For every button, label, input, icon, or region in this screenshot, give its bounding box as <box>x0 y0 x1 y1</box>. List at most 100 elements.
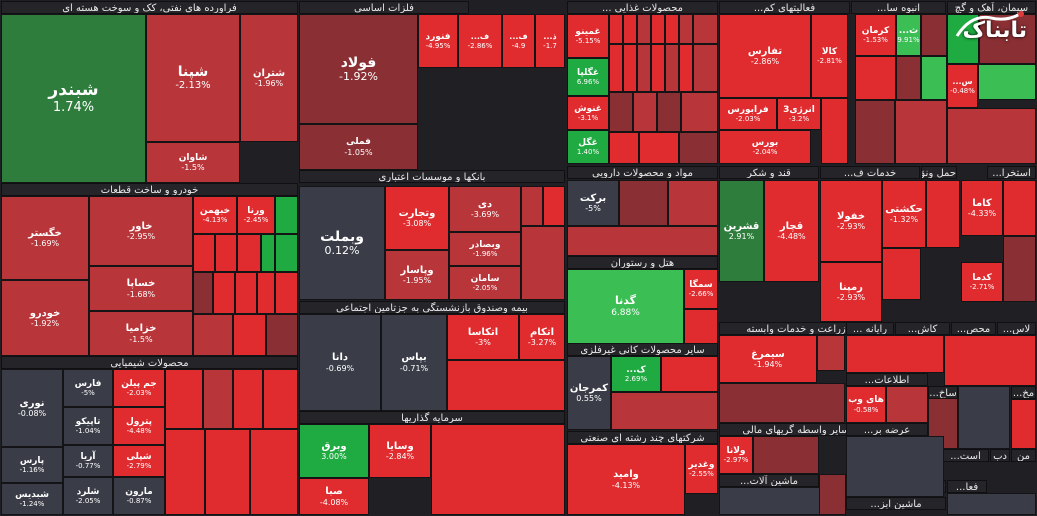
treemap-cell[interactable] <box>947 108 1036 164</box>
treemap-cell[interactable] <box>1011 399 1036 449</box>
treemap-cell[interactable] <box>237 234 261 272</box>
sector-header[interactable]: سیمان، آهک و گچ <box>947 1 1036 14</box>
stock-tile[interactable]: انرژی3 -3.2% <box>777 98 821 130</box>
treemap-cell[interactable] <box>623 44 637 92</box>
treemap-cell[interactable] <box>651 14 665 44</box>
sector-header[interactable]: فعا... <box>947 480 987 493</box>
stock-tile[interactable]: شلرد -2.05% <box>63 477 113 515</box>
stock-tile[interactable]: غنوش -3.1% <box>567 96 609 130</box>
treemap-cell[interactable] <box>693 14 718 44</box>
treemap-cell[interactable] <box>233 314 266 356</box>
stock-tile[interactable]: خفولا -2.93% <box>820 180 882 262</box>
sector-header[interactable]: محص... <box>951 322 996 335</box>
stock-tile[interactable]: وپاسار -1.95% <box>385 250 449 300</box>
sector-header[interactable]: فراورده های نفتی، کک و سوخت هسته ای <box>1 1 298 14</box>
stock-tile[interactable]: وبصادر -1.96% <box>449 232 521 266</box>
stock-tile[interactable]: کدما -2.71% <box>961 262 1003 302</box>
treemap-cell[interactable] <box>679 132 718 164</box>
stock-tile[interactable]: وغدیر -2.55% <box>685 444 718 494</box>
stock-tile[interactable]: قچار -4.48% <box>764 180 819 282</box>
sector-header[interactable]: بیمه وصندوق بازنشستگی به جزتامین اجتماعی <box>299 301 565 314</box>
stock-tile[interactable]: کالا -2.81% <box>811 14 848 98</box>
stock-tile[interactable]: شپلی -2.79% <box>113 445 165 477</box>
stock-tile[interactable]: شبندر 1.74% <box>1 14 146 183</box>
treemap-cell[interactable] <box>203 369 233 429</box>
stock-tile[interactable]: قشرین 2.91% <box>719 180 764 282</box>
treemap-cell[interactable] <box>193 272 213 314</box>
treemap-cell[interactable] <box>257 272 275 314</box>
sector-header[interactable]: مواد و محصولات دارویی <box>567 166 718 179</box>
sector-header[interactable]: ماشین آلات... <box>719 474 819 487</box>
stock-tile[interactable]: شاوان -1.5% <box>146 142 240 183</box>
treemap-cell[interactable] <box>250 429 298 515</box>
treemap-cell[interactable] <box>882 248 921 300</box>
treemap-cell[interactable] <box>261 234 275 272</box>
stock-tile[interactable]: اتکاسا -3% <box>447 314 519 360</box>
sector-header[interactable]: محصولات غذایی ... <box>567 1 718 14</box>
treemap-cell[interactable] <box>668 180 718 226</box>
stock-tile[interactable]: اتکام -3.27% <box>519 314 565 360</box>
stock-tile[interactable]: کمرجان 0.55% <box>567 356 611 430</box>
treemap-cell[interactable] <box>684 309 718 344</box>
stock-tile[interactable]: آریا -0.77% <box>63 445 113 477</box>
treemap-cell[interactable] <box>753 436 819 474</box>
treemap-cell[interactable] <box>821 98 848 164</box>
treemap-cell[interactable] <box>165 429 205 515</box>
stock-tile[interactable]: غگل 1.40% <box>567 130 609 164</box>
treemap-cell[interactable] <box>719 383 845 423</box>
stock-tile[interactable]: وبملت 0.12% <box>299 186 385 300</box>
treemap-cell[interactable] <box>886 386 928 423</box>
sector-header[interactable]: رایانه ... <box>846 322 894 335</box>
treemap-cell[interactable] <box>543 186 565 226</box>
treemap-cell[interactable] <box>657 92 681 132</box>
treemap-cell[interactable] <box>431 424 565 515</box>
treemap-cell[interactable] <box>947 493 1036 515</box>
sector-header[interactable]: فلزات اساسی <box>299 1 469 14</box>
treemap-cell[interactable] <box>235 272 257 314</box>
stock-tile[interactable]: خبهمن -4.13% <box>193 196 237 234</box>
sector-header[interactable]: لاس... <box>997 322 1036 335</box>
stock-tile[interactable]: صبا -4.08% <box>299 478 369 515</box>
treemap-cell[interactable] <box>266 314 298 356</box>
sector-header[interactable]: عرضه بر... <box>846 423 928 436</box>
stock-tile[interactable]: خگستر -1.69% <box>1 196 89 280</box>
sector-header[interactable]: مخ... <box>1011 386 1036 399</box>
treemap-cell[interactable] <box>979 14 1036 64</box>
stock-tile[interactable]: ذ... -1.7 <box>535 14 565 68</box>
treemap-cell[interactable] <box>609 14 623 44</box>
sector-header[interactable]: استخرا... <box>987 166 1036 179</box>
sector-header[interactable]: انبوه سا... <box>851 1 946 14</box>
stock-tile[interactable]: نوری -0.08% <box>1 369 63 447</box>
sector-header[interactable]: کاش... <box>895 322 950 335</box>
treemap-cell[interactable] <box>921 14 947 56</box>
treemap-cell[interactable] <box>609 132 639 164</box>
stock-tile[interactable]: غمینو -5.15% <box>567 14 609 58</box>
treemap-cell[interactable] <box>978 64 1036 100</box>
stock-tile[interactable]: غگلپا 6.96% <box>567 58 609 96</box>
stock-tile[interactable]: ک... 2.69% <box>611 356 661 392</box>
treemap-cell[interactable] <box>637 44 651 92</box>
treemap-cell[interactable] <box>521 226 565 300</box>
treemap-cell[interactable] <box>637 14 651 44</box>
treemap-cell[interactable] <box>679 14 693 44</box>
treemap-cell[interactable] <box>651 44 665 92</box>
stock-tile[interactable]: دی -3.69% <box>449 186 521 232</box>
sector-header[interactable]: خدمات ف... <box>820 166 920 179</box>
treemap-cell[interactable] <box>665 44 679 92</box>
treemap-cell[interactable] <box>193 234 215 272</box>
stock-tile[interactable]: تاپیکو -1.04% <box>63 407 113 445</box>
treemap-cell[interactable] <box>165 369 203 429</box>
treemap-cell[interactable] <box>275 196 298 234</box>
stock-tile[interactable]: وبرق 3.00% <box>299 424 369 478</box>
stock-tile[interactable]: ولانا -2.97% <box>719 436 753 474</box>
treemap-cell[interactable] <box>846 335 944 373</box>
treemap-cell[interactable] <box>855 100 895 164</box>
stock-tile[interactable]: ث... 9.91% <box>896 14 921 56</box>
sector-header[interactable]: ماشین ابز... <box>846 497 946 510</box>
stock-tile[interactable]: فولاد -1.92% <box>299 14 418 124</box>
treemap-cell[interactable] <box>623 14 637 44</box>
stock-tile[interactable]: بپاس -0.71% <box>381 314 447 411</box>
treemap-cell[interactable] <box>661 356 718 392</box>
stock-tile[interactable]: گدنا 6.88% <box>567 269 684 344</box>
treemap-cell[interactable] <box>611 392 718 430</box>
